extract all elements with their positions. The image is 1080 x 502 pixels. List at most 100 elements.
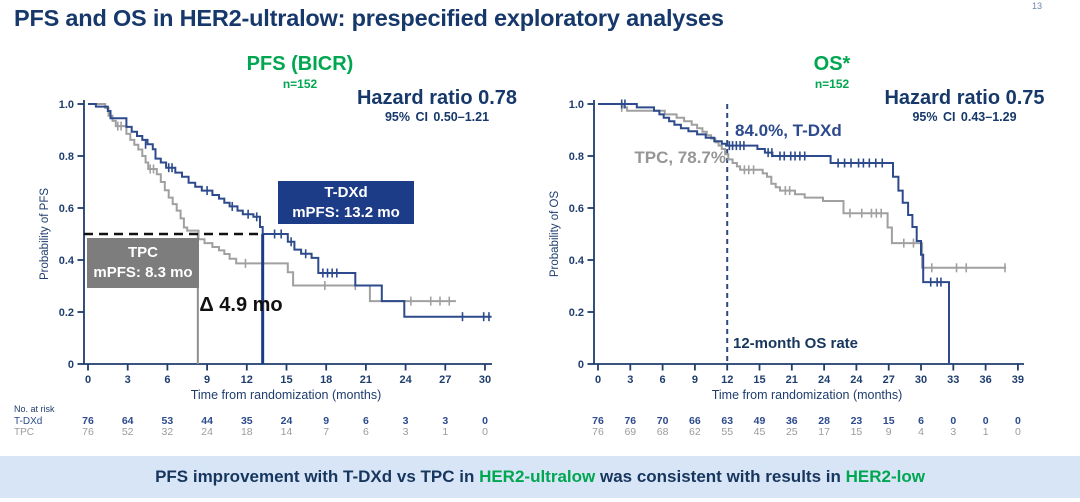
at-risk-value: 1 [442, 426, 448, 438]
at-risk-value: 0 [482, 426, 488, 438]
at-risk-value: 9 [323, 415, 329, 427]
x-tick-label: 3 [125, 374, 131, 386]
at-risk-value: 6 [918, 415, 924, 427]
tdxd-mpfs-box: T-DXd mPFS: 13.2 mo [278, 181, 414, 224]
t-dxd-curve [88, 103, 492, 322]
x-tick-label: 30 [479, 374, 491, 386]
y-tick-label: 0 [578, 359, 584, 371]
at-risk-value: 52 [122, 426, 134, 438]
x-tick-label: 24 [818, 374, 831, 386]
at-risk-value: 17 [818, 426, 830, 438]
at-risk-value: 14 [281, 426, 293, 438]
at-risk-value: 15 [851, 426, 863, 438]
at-risk-value: 32 [162, 426, 174, 438]
at-risk-value: 28 [818, 415, 830, 427]
at-risk-value: 0 [983, 415, 989, 427]
os-n-label: n=152 [814, 77, 850, 91]
at-risk-value: 76 [624, 415, 636, 427]
at-risk-value: 3 [442, 415, 448, 427]
at-risk-value: 24 [281, 415, 293, 427]
at-risk-value: 36 [786, 415, 798, 427]
at-risk-value: 55 [721, 426, 733, 438]
mpfs-delta-label: Δ 4.9 mo [199, 294, 283, 316]
x-tick-label: 18 [320, 374, 332, 386]
at-risk-value: 18 [241, 426, 253, 438]
x-tick-label: 24 [850, 374, 863, 386]
y-tick-label: 0.8 [59, 151, 74, 163]
x-tick-label: 21 [786, 374, 798, 386]
chart-axes: 0 0.2 0.4 0.6 0.8 1.0 0 3 6 9 12 15 18 21 24 27 30 Time f… [39, 99, 492, 402]
os-chart: 00.20.40.60.81.00 3 6 9 12 15 21 24 24 27 30 33 36 39… [549, 99, 1024, 438]
banner-text-segment: HER2-ultralow [479, 467, 596, 486]
y-tick-label: 0.2 [569, 307, 584, 319]
banner-text-segment: PFS improvement with T-DXd vs TPC in [155, 467, 480, 486]
os-tdxd-rate-label: 84.0%, T-DXd [735, 121, 842, 140]
x-tick-label: 12 [241, 374, 253, 386]
at-risk-value: 15 [883, 415, 895, 427]
x-tick-label: 0 [595, 374, 601, 386]
at-risk-value: 70 [657, 415, 669, 427]
at-risk-value: 64 [122, 415, 134, 427]
at-risk-value: 69 [624, 426, 636, 438]
chart-axes: 00.20.40.60.81.00 3 6 9 12 15 21 24 24 27 30 33 36 39… [549, 99, 1024, 402]
x-tick-label: 39 [1012, 374, 1024, 386]
at-risk-value: 76 [592, 415, 604, 427]
at-risk-value: 63 [721, 415, 733, 427]
at-risk-value: 45 [754, 426, 766, 438]
x-tick-label: 12 [721, 374, 733, 386]
y-tick-label: 0.6 [569, 203, 584, 215]
os-chart-title: OS* [813, 53, 851, 75]
banner-text-segment: was consistent with results in [595, 467, 846, 486]
y-axis-label: Probability of PFS [39, 188, 51, 280]
at-risk-value: 0 [950, 415, 956, 427]
x-tick-label: 15 [280, 374, 292, 386]
at-risk-value: 76 [82, 426, 94, 438]
at-risk-value: 68 [657, 426, 669, 438]
tpc-curve [598, 102, 1007, 273]
os-12month-label: 12-month OS rate [733, 335, 859, 352]
pfs-chart-title: PFS (BICR) [246, 53, 354, 75]
x-tick-label: 30 [915, 374, 927, 386]
at-risk-row-label: TPC [14, 427, 34, 438]
y-tick-label: 0 [68, 359, 74, 371]
y-tick-label: 1.0 [59, 99, 74, 111]
y-axis-label: Probability of OS [549, 191, 561, 278]
at-risk-value: 62 [689, 426, 701, 438]
at-risk-value: 6 [363, 426, 369, 438]
at-risk-value: 0 [1015, 426, 1021, 438]
tpc-mpfs-box: TPC mPFS: 8.3 mo [87, 238, 199, 288]
at-risk-value: 1 [983, 426, 989, 438]
at-risk-heading: No. at risk [14, 404, 55, 414]
at-risk-row-label: T-DXd [14, 416, 42, 427]
x-tick-label: 27 [439, 374, 451, 386]
y-tick-label: 0.2 [59, 307, 74, 319]
at-risk-value: 3 [403, 426, 409, 438]
pfs-ci: 95% CI 0.50–1.21 [384, 110, 490, 124]
x-tick-label: 9 [204, 374, 210, 386]
x-tick-label: 21 [360, 374, 372, 386]
tdxd-mpfs-box-name: T-DXd [324, 183, 368, 201]
os-tpc-rate-label: TPC, 78.7% [634, 148, 726, 167]
tpc-mpfs-box-name: TPC [128, 244, 158, 261]
t-dxd-curve [598, 99, 950, 364]
at-risk-table: 76 76 70 66 63 49 36 28 23 15 6 0 0 076 69 68 62 55 45 25 17… [592, 415, 1021, 438]
at-risk-value: 44 [201, 415, 213, 427]
footer-banner: PFS improvement with T-DXd vs TPC in HER… [0, 456, 1080, 498]
at-risk-value: 53 [162, 415, 174, 427]
at-risk-value: 76 [82, 415, 94, 427]
y-tick-label: 0.4 [569, 255, 585, 267]
tpc-curve [88, 103, 456, 306]
pfs-n-label: n=152 [282, 77, 318, 91]
x-axis-label: Time from randomization (months) [191, 388, 382, 402]
at-risk-value: 9 [886, 426, 892, 438]
x-tick-label: 6 [660, 374, 666, 386]
at-risk-value: 6 [363, 415, 369, 427]
pfs-hazard-ratio: Hazard ratio 0.78 [356, 87, 518, 109]
banner-text-segment: HER2-low [845, 467, 925, 486]
x-tick-label: 36 [979, 374, 991, 386]
x-tick-label: 27 [883, 374, 895, 386]
